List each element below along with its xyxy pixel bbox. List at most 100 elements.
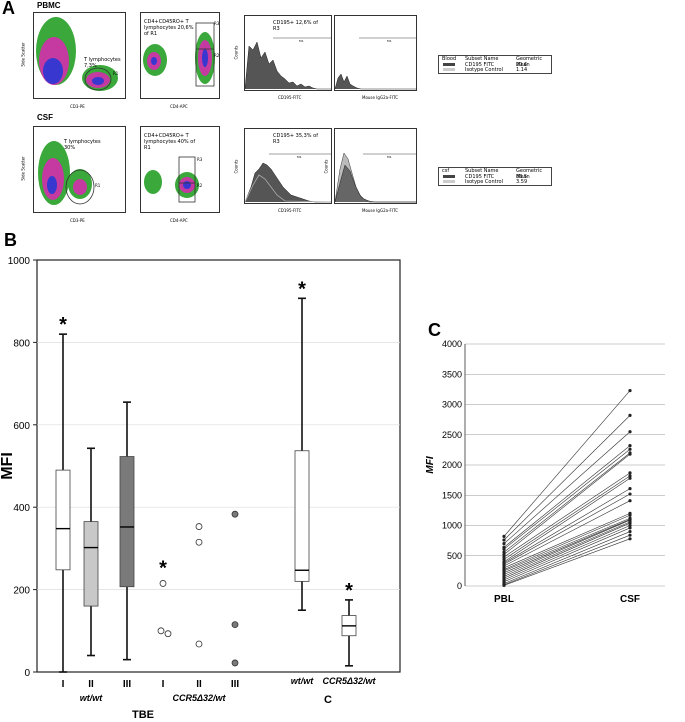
y-tick-label: 400 (13, 503, 30, 514)
x-axis-label: CD3-PE (70, 218, 85, 223)
significance-star: * (59, 314, 67, 336)
histogram-bars (244, 37, 331, 90)
scatter-plot-cd3: T lymphocytes 7,3% R1 (33, 12, 126, 99)
x-tick-label: wt/wt (291, 676, 314, 686)
x-tick-label: II (196, 679, 202, 690)
x-tick-label: I (162, 679, 165, 690)
paired-line (503, 488, 631, 564)
data-point (628, 529, 632, 534)
gate-text: T lymphocytes 7,3% (84, 57, 121, 69)
box (119, 456, 135, 588)
paired-line (503, 527, 631, 583)
y-tick-label: 4000 (442, 339, 462, 349)
data-point (502, 538, 506, 542)
paired-line (503, 534, 631, 586)
marker-label: M1 (387, 155, 392, 159)
histogram-cd195: CD195+ 35,3% of R3 M1 (244, 128, 332, 204)
y-tick-label: 800 (13, 338, 30, 349)
paired-line (503, 431, 631, 544)
data-point (628, 471, 632, 475)
paired-line (503, 525, 631, 581)
histogram-bars (244, 153, 332, 203)
group-label: CCR5Δ32/wt (172, 693, 226, 703)
histogram-isotype: M1 (334, 15, 417, 91)
gate-id: R2 (197, 183, 203, 188)
histogram-bars (334, 37, 416, 90)
x-tick-label: II (88, 679, 94, 690)
geometric-mean-table: Blood Subset Name Geometric Mean CD195 F… (438, 55, 552, 74)
data-point (231, 510, 239, 518)
data-point (628, 499, 632, 503)
x-tick-label: PBL (494, 594, 514, 605)
data-point (628, 474, 632, 478)
data-point (628, 476, 632, 480)
flow-row-pbmc: PBMC T lymphocytes 7,3% R1 CD3-PE Side S… (0, 0, 685, 110)
data-point (195, 640, 203, 648)
table-header: Geometric Mean (516, 56, 543, 68)
table-header: Subset Name (465, 56, 499, 62)
paired-line (503, 514, 631, 570)
group-label: wt/wt (80, 693, 103, 703)
data-point (502, 557, 506, 561)
table-cell: Isotype Control (465, 179, 503, 185)
data-point (502, 555, 506, 559)
sample-label: PBMC (37, 1, 61, 10)
y-tick-label: 200 (13, 586, 30, 597)
x-axis-label: CD4-APC (170, 104, 188, 109)
paired-line (503, 493, 631, 565)
y-tick-label: 2000 (442, 460, 462, 470)
y-tick-label: 2500 (442, 430, 462, 440)
data-point (195, 538, 203, 546)
scatter-cloud (35, 14, 124, 97)
data-point (628, 444, 632, 448)
histogram-bars (334, 152, 416, 203)
x-axis-label: CD4-APC (170, 218, 188, 223)
data-point (164, 630, 172, 638)
data-point (231, 621, 239, 629)
x-axis-label: Mouse IgG2a-FITC (362, 208, 398, 213)
y-axis-label: Side Scatter (20, 156, 26, 181)
data-point (628, 492, 632, 496)
paired-line (503, 522, 631, 579)
gate-text: CD195+ 12,6% of R3 (273, 20, 318, 32)
table-cell: Isotype Control (465, 67, 503, 73)
swatch (443, 63, 455, 66)
significance-star: * (159, 557, 167, 579)
marker-label: M1 (299, 39, 304, 43)
data-point (628, 523, 632, 528)
table-source: csf (442, 168, 450, 174)
data-point (502, 542, 506, 546)
x-tick-label: CSF (620, 594, 640, 605)
paired-line (503, 453, 631, 555)
paired-line (503, 538, 631, 586)
x-tick-label: CCR5Δ32/wt (322, 676, 376, 686)
gate-id: R1 (113, 71, 119, 76)
histogram-isotype: M1 (334, 128, 417, 204)
group-label: TBE (132, 709, 154, 721)
x-axis-label: CD195-FITC (278, 208, 302, 213)
marker-label: M1 (387, 39, 392, 43)
swatch (443, 180, 455, 183)
paired-line (503, 390, 631, 537)
box (83, 521, 99, 607)
significance-star: * (298, 278, 306, 300)
x-tick-label: III (123, 679, 132, 690)
marker-label: M1 (297, 155, 302, 159)
gate-text: CD4+CD45RO+ T lymphocytes 40% of R1 (144, 133, 196, 151)
histogram-cd195: CD195+ 12,6% of R3 M1 (244, 15, 332, 91)
gate-text: T lymphocytes 30% (64, 139, 101, 151)
gate-text: CD195+ 35,3% of R3 (273, 133, 318, 145)
sample-label: CSF (37, 113, 53, 122)
data-point (195, 523, 203, 530)
paired-line (503, 415, 631, 541)
y-tick-label: 1000 (442, 521, 462, 531)
scatter-plot-cd4: CD4+CD45RO+ T lymphocytes 20,6% of R1 R3… (140, 12, 220, 99)
table-cell: 20.6 (516, 62, 528, 68)
y-tick-label: 500 (447, 551, 462, 561)
y-tick-label: 3000 (442, 400, 462, 410)
table-cell: 3.59 (516, 179, 528, 185)
data-point (628, 413, 632, 417)
scatter-cloud (144, 156, 199, 203)
data-point (159, 580, 167, 587)
paired-line (503, 445, 631, 548)
